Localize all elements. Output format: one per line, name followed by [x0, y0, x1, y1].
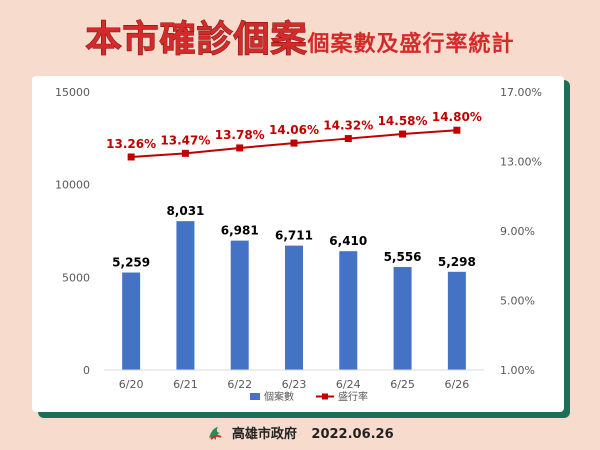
y-right-tick-label: 1.00%	[500, 364, 535, 377]
bar-value-label: 6,981	[221, 224, 259, 238]
y-left-tick-label: 5000	[62, 271, 90, 284]
line-marker	[236, 144, 244, 152]
bar-value-label: 6,410	[329, 234, 367, 248]
line-marker	[453, 126, 461, 134]
bar	[230, 240, 249, 370]
line-value-label: 13.78%	[215, 128, 265, 142]
x-tick-label: 6/25	[390, 378, 415, 391]
bar-value-label: 5,556	[384, 250, 422, 264]
line-value-label: 13.47%	[160, 133, 210, 147]
left-axis: 0 5000 10000 15000	[55, 86, 90, 377]
y-right-tick-label: 9.00%	[500, 225, 535, 238]
line-marker	[290, 139, 298, 147]
bar	[176, 221, 195, 370]
legend-bar-label: 個案數	[264, 390, 294, 403]
y-left-tick-label: 15000	[55, 86, 90, 99]
legend: 個案數 盛行率	[250, 390, 368, 403]
x-tick-label: 6/24	[336, 378, 361, 391]
line-marker	[181, 149, 189, 157]
line-value-label: 14.80%	[432, 110, 482, 124]
line-value-label: 14.06%	[269, 123, 319, 137]
bar-value-label: 5,298	[438, 255, 476, 269]
y-right-tick-label: 5.00%	[500, 295, 535, 308]
footer-date: 2022.06.26	[311, 427, 394, 442]
line-marker	[399, 130, 407, 138]
right-axis: 1.00% 5.00% 9.00% 13.00% 17.00%	[500, 86, 542, 377]
chart-title: 本市確診個案個案數及盛行率統計	[0, 10, 600, 66]
line-value-label: 14.32%	[323, 119, 373, 133]
kaohsiung-logo-icon	[206, 424, 224, 446]
bar	[285, 245, 303, 370]
bar-value-label: 5,259	[112, 256, 150, 270]
combo-chart: 0 5000 10000 15000 1.00% 5.00% 9.00% 13.00% 17.…	[55, 86, 542, 403]
x-tick-label: 6/22	[227, 378, 252, 391]
y-right-tick-label: 13.00%	[500, 156, 542, 169]
legend-line-label: 盛行率	[338, 390, 368, 403]
legend-line-marker	[322, 393, 328, 400]
title-main: 本市確診個案	[85, 19, 308, 61]
bar-series: 5,259 8,031 6,981 6,711 6,410 5,556 5,298	[112, 204, 476, 370]
x-tick-label: 6/23	[282, 378, 307, 391]
bar	[447, 271, 466, 370]
bar-value-label: 6,711	[275, 229, 313, 243]
line-value-label: 13.26%	[106, 137, 156, 151]
chart-card: 0 5000 10000 15000 1.00% 5.00% 9.00% 13.00% 17.…	[32, 76, 564, 412]
legend-bar-swatch	[250, 393, 260, 400]
line-marker	[127, 153, 135, 161]
line-marker	[344, 135, 352, 143]
bar	[393, 267, 412, 370]
footer-org: 高雄市政府	[231, 427, 297, 442]
line-value-label: 14.58%	[378, 114, 428, 128]
y-right-tick-label: 17.00%	[500, 86, 542, 99]
bar	[122, 272, 141, 370]
title-sub: 個案數及盛行率統計	[307, 32, 515, 57]
x-axis: 6/20 6/21 6/22 6/23 6/24 6/25 6/26	[104, 369, 484, 391]
bar-value-label: 8,031	[166, 204, 204, 218]
footer: 高雄市政府 2022.06.26	[0, 423, 600, 446]
y-left-tick-label: 10000	[55, 179, 90, 192]
y-left-tick-label: 0	[83, 364, 90, 377]
bar	[339, 251, 358, 370]
x-tick-label: 6/20	[119, 378, 144, 391]
line-series: 13.26% 13.47% 13.78% 14.06% 14.32% 14.58% 14.8…	[106, 110, 482, 161]
x-tick-label: 6/26	[445, 378, 470, 391]
x-tick-label: 6/21	[173, 378, 198, 391]
